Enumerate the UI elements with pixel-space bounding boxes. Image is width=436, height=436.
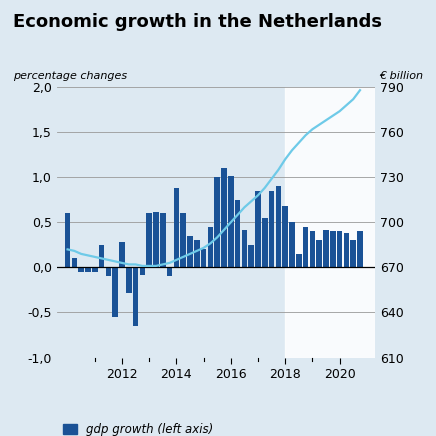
Bar <box>357 232 363 267</box>
Bar <box>72 259 77 267</box>
Bar <box>140 267 145 275</box>
Bar <box>215 177 220 267</box>
Bar <box>126 267 132 293</box>
Bar <box>119 242 125 267</box>
Bar <box>303 227 308 267</box>
Bar <box>285 87 375 358</box>
Bar <box>221 168 227 267</box>
Bar <box>228 176 234 267</box>
Bar <box>344 233 349 267</box>
Bar <box>99 245 105 267</box>
Bar <box>194 240 200 267</box>
Bar <box>181 213 186 267</box>
Bar <box>296 254 302 267</box>
Bar <box>249 245 254 267</box>
Text: Economic growth in the Netherlands: Economic growth in the Netherlands <box>13 13 382 31</box>
Text: € billion: € billion <box>379 71 423 81</box>
Bar <box>92 267 98 272</box>
Bar <box>78 267 84 272</box>
Bar <box>85 267 91 272</box>
Bar <box>317 240 322 267</box>
Bar <box>174 188 179 267</box>
Bar <box>255 191 261 267</box>
Bar <box>112 267 118 317</box>
Legend: gdp growth (left axis), gdp volume (prices 2017, right axis): gdp growth (left axis), gdp volume (pric… <box>63 423 301 436</box>
Bar <box>146 213 152 267</box>
Bar <box>65 213 71 267</box>
Bar <box>235 200 240 267</box>
Bar <box>289 222 295 267</box>
Bar <box>323 230 329 267</box>
Bar <box>208 227 213 267</box>
Bar <box>187 236 193 267</box>
Bar <box>310 232 315 267</box>
Bar <box>133 267 138 326</box>
Bar <box>337 232 342 267</box>
Bar <box>153 211 159 267</box>
Bar <box>201 249 206 267</box>
Bar <box>351 240 356 267</box>
Bar <box>330 232 336 267</box>
Bar <box>106 267 111 276</box>
Bar <box>276 186 281 267</box>
Bar <box>242 230 247 267</box>
Bar <box>269 191 274 267</box>
Bar <box>283 206 288 267</box>
Bar <box>262 218 268 267</box>
Text: percentage changes: percentage changes <box>13 71 127 81</box>
Bar <box>160 213 166 267</box>
Bar <box>167 267 172 276</box>
